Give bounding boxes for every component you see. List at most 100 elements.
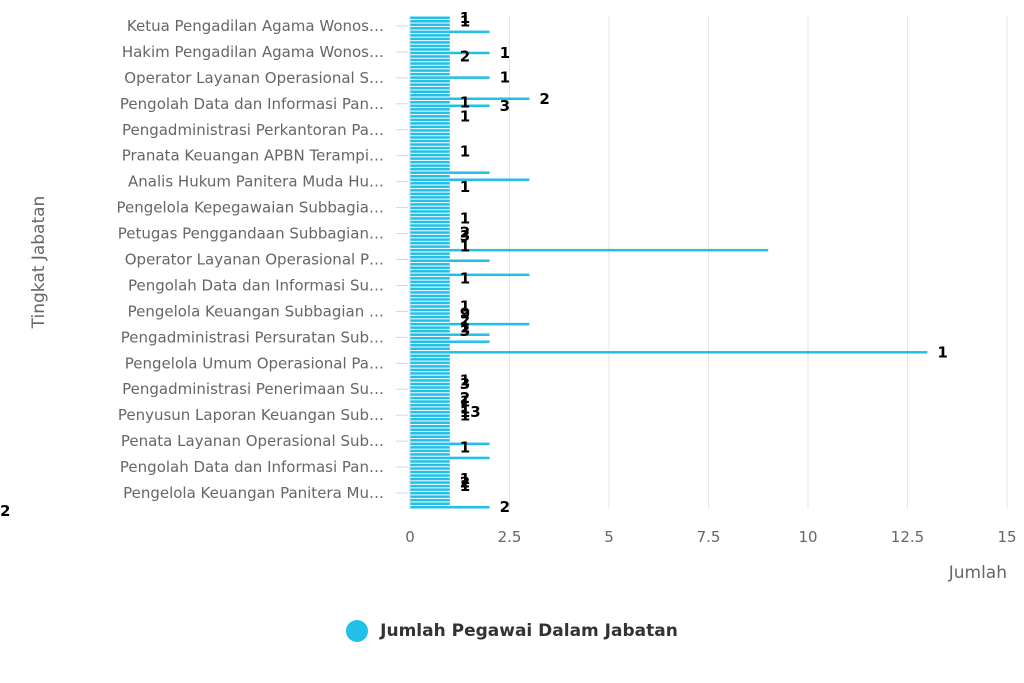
bar[interactable] [410, 104, 490, 108]
bar[interactable] [410, 139, 450, 143]
bar[interactable] [410, 343, 450, 347]
bar[interactable] [410, 224, 450, 227]
bar[interactable] [410, 83, 450, 86]
bar[interactable] [410, 474, 450, 477]
bar[interactable] [410, 241, 450, 245]
bar[interactable] [410, 375, 450, 379]
bar[interactable] [410, 157, 450, 160]
bar[interactable] [410, 470, 450, 474]
bar[interactable] [410, 178, 530, 182]
bar[interactable] [410, 393, 450, 396]
bar[interactable] [410, 44, 450, 48]
bar[interactable] [410, 20, 450, 23]
bar[interactable] [410, 153, 450, 157]
bar[interactable] [410, 118, 450, 122]
bar[interactable] [410, 358, 450, 361]
bar[interactable] [410, 354, 450, 358]
bar[interactable] [410, 34, 450, 37]
bar[interactable] [410, 234, 450, 238]
bar[interactable] [410, 460, 450, 463]
bar[interactable] [410, 477, 450, 481]
bar[interactable] [410, 79, 450, 83]
bar[interactable] [410, 108, 450, 111]
bar[interactable] [410, 312, 450, 315]
bar[interactable] [410, 86, 450, 90]
bar[interactable] [410, 259, 490, 263]
bar[interactable] [410, 189, 450, 192]
bar[interactable] [410, 319, 450, 322]
bar[interactable] [410, 488, 450, 491]
bar[interactable] [410, 213, 450, 217]
bar[interactable] [410, 16, 450, 20]
bar[interactable] [410, 365, 450, 368]
bar[interactable] [410, 432, 450, 435]
bar[interactable] [410, 439, 450, 442]
bar[interactable] [410, 481, 450, 484]
bar[interactable] [410, 23, 450, 27]
bar[interactable] [410, 72, 450, 76]
bar[interactable] [410, 453, 450, 456]
bar[interactable] [410, 421, 450, 424]
bar[interactable] [410, 255, 450, 259]
bar[interactable] [410, 136, 450, 139]
bar[interactable] [410, 417, 450, 421]
bar[interactable] [410, 245, 450, 248]
bar[interactable] [410, 403, 450, 407]
bar[interactable] [410, 37, 450, 41]
bar[interactable] [410, 294, 450, 298]
bar[interactable] [410, 266, 450, 270]
bar[interactable] [410, 273, 530, 277]
bar[interactable] [410, 410, 450, 414]
bar[interactable] [410, 270, 450, 273]
bar[interactable] [410, 379, 450, 382]
bar[interactable] [410, 308, 450, 312]
bar[interactable] [410, 336, 450, 340]
bar[interactable] [410, 143, 450, 146]
bar[interactable] [410, 442, 490, 446]
bar[interactable] [410, 326, 450, 329]
bar[interactable] [410, 467, 450, 470]
bar[interactable] [410, 167, 450, 171]
bar[interactable] [410, 97, 530, 101]
bar[interactable] [410, 210, 450, 213]
bar[interactable] [410, 322, 530, 326]
bar[interactable] [410, 372, 450, 375]
bar[interactable] [410, 111, 450, 115]
bar[interactable] [410, 315, 450, 319]
bar[interactable] [410, 206, 450, 210]
bar[interactable] [410, 196, 450, 199]
bar[interactable] [410, 498, 450, 502]
bar[interactable] [410, 361, 450, 365]
bar[interactable] [410, 382, 450, 386]
bar[interactable] [410, 27, 450, 30]
legend-item[interactable]: Jumlah Pegawai Dalam Jabatan [346, 620, 678, 642]
bar[interactable] [410, 456, 490, 460]
bar[interactable] [410, 347, 450, 351]
bar[interactable] [410, 171, 490, 174]
bar[interactable] [410, 160, 450, 164]
bar[interactable] [410, 150, 450, 153]
bar[interactable] [410, 182, 450, 185]
bar[interactable] [410, 58, 450, 62]
bar[interactable] [410, 41, 450, 44]
bar[interactable] [410, 351, 928, 354]
bar[interactable] [410, 386, 450, 389]
bar[interactable] [410, 252, 450, 255]
bar[interactable] [410, 65, 450, 69]
bar[interactable] [410, 333, 490, 336]
bar[interactable] [410, 164, 450, 167]
bar[interactable] [410, 340, 490, 343]
bar[interactable] [410, 203, 450, 206]
bar[interactable] [410, 491, 450, 495]
bar[interactable] [410, 76, 490, 79]
bar[interactable] [410, 227, 450, 231]
bar[interactable] [410, 291, 450, 294]
bar[interactable] [410, 329, 450, 333]
bar[interactable] [410, 305, 450, 308]
bar[interactable] [410, 389, 450, 393]
bar[interactable] [410, 400, 450, 403]
bar[interactable] [410, 446, 450, 449]
bar[interactable] [410, 125, 450, 129]
bar[interactable] [410, 90, 450, 93]
bar[interactable] [410, 407, 450, 410]
